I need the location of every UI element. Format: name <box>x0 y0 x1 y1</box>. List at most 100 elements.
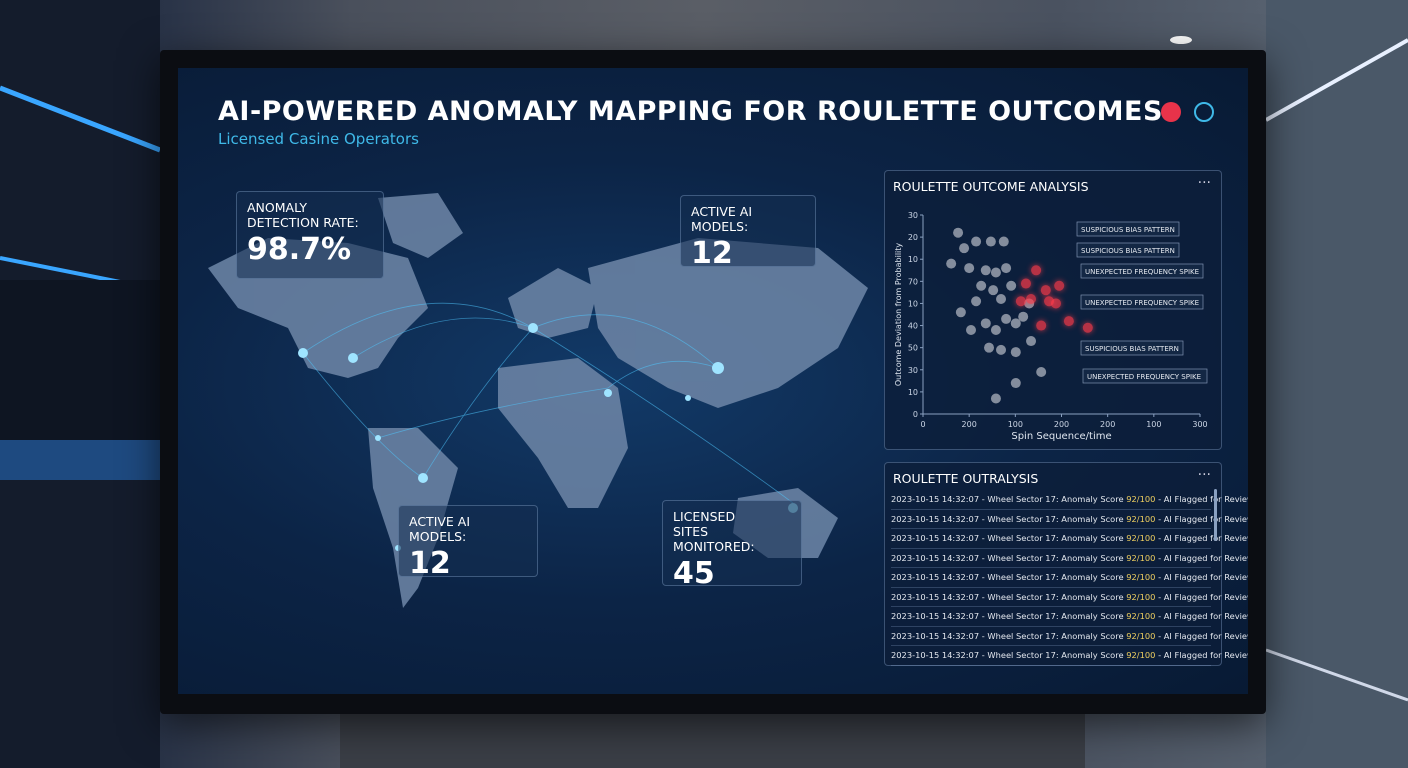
y-tick-label: 50 <box>908 344 918 353</box>
log-prefix: 2023-10-15 14:32:07 - Wheel Sector 17: A… <box>891 611 1124 621</box>
y-tick-label: 30 <box>908 366 918 375</box>
log-prefix: 2023-10-15 14:32:07 - Wheel Sector 17: A… <box>891 494 1124 504</box>
scatter-point <box>976 280 987 291</box>
annotation-text: SUSPICIOUS BIAS PATTERN <box>1081 226 1175 234</box>
stat-card: ACTIVE AI MODELS: 12 <box>680 195 816 271</box>
log-suffix: - AI Flagged for Review <box>1158 591 1248 602</box>
x-tick-label: 200 <box>1100 420 1115 429</box>
scatter-point <box>1036 320 1047 331</box>
scatter-point <box>980 318 991 329</box>
annotation-text: UNEXPECTED FREQUENCY SPIKE <box>1087 373 1201 381</box>
annotation: SUSPICIOUS BIAS PATTERN <box>1076 221 1180 237</box>
x-axis-label: Spin Sequence/time <box>1011 431 1111 442</box>
scatter-point <box>971 296 982 307</box>
log-row[interactable]: 2023-10-15 14:32:07 - Wheel Sector 17: A… <box>891 588 1248 607</box>
stat-card: ACTIVE AI MODELS: 12 <box>398 505 538 581</box>
scatter-point <box>985 236 996 247</box>
pillar <box>340 712 1085 768</box>
log-row[interactable]: 2023-10-15 14:32:07 - Wheel Sector 17: A… <box>891 490 1248 510</box>
log-suffix: - AI Flagged for Review <box>1158 650 1248 660</box>
server-rack <box>0 280 160 450</box>
scatter-point <box>1082 322 1093 333</box>
connection-arcs <box>302 302 794 504</box>
ceiling-lamp <box>1170 36 1192 44</box>
scatter-point <box>1026 336 1037 347</box>
log-score: 92/100 <box>1126 572 1156 582</box>
log-suffix: - AI Flagged for Review <box>1158 630 1248 641</box>
scatter-point <box>1010 318 1021 329</box>
dashboard-subtitle: Licensed Casine Operators <box>218 130 419 148</box>
log-score: 92/100 <box>1126 591 1156 602</box>
ceiling-light <box>1265 38 1408 122</box>
x-tick-label: 200 <box>1054 420 1069 429</box>
alert-icon[interactable] <box>1161 102 1181 122</box>
log-row[interactable]: 2023-10-15 14:32:07 - Wheel Sector 17: A… <box>891 529 1248 549</box>
annotation: UNEXPECTED FREQUENCY SPIKE <box>1082 368 1208 384</box>
asia <box>588 238 868 408</box>
log-row[interactable]: 2023-10-15 14:32:07 - Wheel Sector 17: A… <box>891 510 1248 529</box>
panel-menu[interactable]: ··· <box>1197 467 1211 483</box>
hotspots <box>298 323 798 551</box>
annotation: UNEXPECTED FREQUENCY SPIKE <box>1080 294 1204 310</box>
stat-label: ANOMALY DETECTION RATE: <box>247 200 359 230</box>
scatter-point <box>971 236 982 247</box>
annotation-box <box>1076 242 1180 258</box>
log-suffix: - AI Flagged for Review <box>1158 533 1248 543</box>
log-score: 92/100 <box>1126 494 1156 504</box>
annotation-text: SUSPICIOUS BIAS PATTERN <box>1085 345 1179 353</box>
scatter-point <box>990 324 1001 335</box>
light-strip <box>0 85 161 153</box>
log-row[interactable]: 2023-10-15 14:32:07 - Wheel Sector 17: A… <box>891 549 1248 568</box>
scatter-point <box>966 324 977 335</box>
panel-menu[interactable]: ··· <box>1197 175 1211 191</box>
scatter-point <box>996 294 1007 305</box>
x-tick-label: 200 <box>962 420 977 429</box>
log-prefix: 2023-10-15 14:32:07 - Wheel Sector 17: A… <box>891 533 1124 543</box>
y-axis-label: Outcome Deviation from Probability <box>894 243 903 387</box>
scatter-point <box>964 263 975 274</box>
log-suffix: - AI Flagged for Review <box>1158 494 1248 504</box>
y-tick-label: 10 <box>908 299 918 308</box>
dashboard-title: AI-POWERED ANOMALY MAPPING FOR ROULETTE … <box>218 96 1163 127</box>
y-tick-label: 40 <box>908 322 918 331</box>
x-tick-label: 100 <box>1008 420 1023 429</box>
settings-icon[interactable] <box>1194 102 1214 122</box>
scatter-point <box>1015 296 1026 307</box>
scatter-point <box>990 267 1001 278</box>
console <box>0 440 160 480</box>
stat-label: LICENSED SITES MONITORED: <box>673 509 755 554</box>
scatter-point <box>1001 263 1012 274</box>
stat-label: ACTIVE AI MODELS: <box>691 204 753 234</box>
scatter-point <box>1010 378 1021 389</box>
log-prefix: 2023-10-15 14:32:07 - Wheel Sector 17: A… <box>891 572 1124 582</box>
floor-reflection <box>1265 648 1408 702</box>
scatter-point <box>1026 294 1037 305</box>
log-row[interactable]: 2023-10-15 14:32:07 - Wheel Sector 17: A… <box>891 627 1248 646</box>
greenland <box>378 193 463 258</box>
y-tick-label: 70 <box>908 277 918 286</box>
annotation: UNEXPECTED FREQUENCY SPIKE <box>1080 263 1204 279</box>
log-score: 92/100 <box>1126 650 1156 660</box>
log-score: 92/100 <box>1126 552 1156 563</box>
scrollbar[interactable] <box>1214 489 1217 541</box>
log-row[interactable]: 2023-10-15 14:32:07 - Wheel Sector 17: A… <box>891 646 1248 666</box>
scatter-panel: ROULETTE OUTCOME ANALYSIS ··· 0 10 30 50 40 10… <box>884 170 1222 450</box>
y-tick-label: 30 <box>908 211 918 220</box>
y-tick-label: 10 <box>908 388 918 397</box>
log-prefix: 2023-10-15 14:32:07 - Wheel Sector 17: A… <box>891 552 1124 563</box>
stat-card: ANOMALY DETECTION RATE: 98.7% <box>236 191 384 279</box>
scatter-point <box>996 344 1007 355</box>
annotation-text: UNEXPECTED FREQUENCY SPIKE <box>1085 268 1199 276</box>
scatter-point <box>984 342 995 353</box>
log-panel: ROULETTE OUTRALYSIS ··· 2023-10-15 14:32:… <box>884 462 1248 666</box>
annotation-text: SUSPICIOUS BIAS PATTERN <box>1081 247 1175 255</box>
x-tick-label: 0 <box>920 420 925 429</box>
annotation-box <box>1082 368 1208 384</box>
x-tick-label: 300 <box>1192 420 1207 429</box>
annotation-text: UNEXPECTED FREQUENCY SPIKE <box>1085 299 1199 307</box>
scatter-point <box>1040 285 1051 296</box>
log-prefix: 2023-10-15 14:32:07 - Wheel Sector 17: A… <box>891 650 1124 660</box>
log-row[interactable]: 2023-10-15 14:32:07 - Wheel Sector 17: A… <box>891 568 1248 588</box>
log-row[interactable]: 2023-10-15 14:32:07 - Wheel Sector 17: A… <box>891 607 1248 627</box>
